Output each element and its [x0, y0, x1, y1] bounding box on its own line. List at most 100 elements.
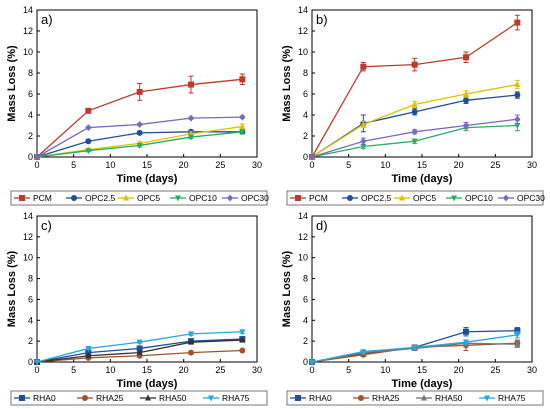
legend-label: OPC30 — [517, 193, 545, 203]
y-tick-label: 8 — [303, 274, 308, 284]
x-tick-label: 25 — [215, 365, 225, 375]
y-axis-label: Mass Loss (%) — [281, 250, 293, 327]
legend-box — [286, 390, 544, 406]
legend-marker — [451, 195, 457, 202]
data-point — [188, 134, 194, 141]
x-tick-label: 30 — [252, 365, 262, 375]
y-tick-label: 14 — [23, 211, 33, 221]
data-point — [309, 359, 315, 366]
y-tick-label: 6 — [28, 294, 33, 304]
x-axis-label: Time (days) — [117, 173, 178, 185]
legend-label: OPC5 — [137, 193, 160, 203]
data-point — [85, 107, 92, 114]
x-tick-label: 25 — [215, 160, 225, 170]
legend-entry — [416, 394, 432, 401]
data-point — [85, 124, 92, 132]
legend-marker — [347, 195, 353, 201]
legend-marker — [421, 394, 427, 401]
legend-label: OPC30 — [241, 193, 269, 203]
y-tick-label: 10 — [298, 47, 308, 57]
y-tick-label: 14 — [298, 211, 308, 221]
legend-label: OPC5 — [413, 193, 436, 203]
data-point — [136, 339, 143, 346]
legend-entry — [14, 395, 30, 401]
data-point — [514, 340, 521, 347]
data-point — [85, 138, 92, 145]
legend-label: RHA0 — [309, 393, 332, 403]
data-point — [85, 148, 92, 155]
series-rha75 — [309, 331, 521, 366]
legend-box — [286, 190, 544, 206]
y-tick-label: 8 — [303, 68, 308, 78]
legend-entry — [446, 195, 462, 202]
plot-frame — [311, 215, 533, 363]
data-point — [136, 349, 143, 356]
data-point — [136, 120, 143, 128]
x-tick-label: 0 — [34, 160, 39, 170]
legend-entry — [290, 395, 306, 401]
legend-marker — [484, 395, 490, 402]
data-point — [239, 347, 246, 354]
x-tick-label: 15 — [142, 160, 152, 170]
data-point — [85, 345, 92, 352]
legend-label: OPC10 — [465, 193, 493, 203]
series-rha75 — [34, 329, 246, 366]
x-tick-label: 25 — [490, 365, 500, 375]
data-point — [239, 129, 246, 136]
legend-marker — [295, 395, 301, 401]
legend-entry — [140, 394, 156, 401]
y-tick-label: 2 — [28, 336, 33, 346]
data-point — [136, 129, 143, 136]
data-point — [360, 144, 367, 150]
legend-marker — [295, 195, 301, 201]
series-opc10 — [309, 119, 521, 161]
y-tick-label: 0 — [28, 152, 33, 162]
y-axis-label: Mass Loss (%) — [281, 45, 293, 122]
data-point — [463, 328, 469, 335]
y-tick-label: 0 — [28, 357, 33, 367]
legend-label: RHA50 — [159, 393, 187, 403]
data-point — [463, 54, 469, 61]
data-point — [463, 90, 469, 97]
data-point — [360, 137, 367, 145]
legend-entry — [353, 395, 369, 401]
data-point — [309, 153, 315, 161]
data-point — [360, 63, 367, 70]
data-point — [188, 349, 194, 356]
y-tick-label: 6 — [28, 89, 33, 99]
series-rha50 — [34, 336, 246, 365]
y-tick-label: 4 — [28, 315, 33, 325]
legend-entry — [479, 395, 495, 402]
data-point — [411, 108, 418, 115]
legend-label: RHA75 — [222, 393, 250, 403]
data-point — [411, 138, 418, 145]
legend-entry — [222, 194, 238, 202]
series-line — [311, 83, 518, 158]
legend-label: RHA25 — [96, 393, 124, 403]
legend-entry — [342, 195, 358, 201]
legend-box — [10, 390, 268, 406]
x-tick-label: 30 — [527, 365, 537, 375]
legend-marker — [175, 195, 181, 202]
x-tick-label: 5 — [346, 365, 351, 375]
data-point — [411, 101, 418, 107]
x-tick-label: 10 — [380, 160, 390, 170]
y-tick-label: 14 — [298, 5, 308, 15]
y-axis-label: Mass Loss (%) — [6, 250, 18, 327]
legend-marker — [399, 194, 405, 201]
data-point — [239, 329, 246, 336]
y-tick-label: 4 — [28, 110, 33, 120]
legend-label: RHA0 — [33, 393, 56, 403]
data-point — [188, 338, 194, 345]
legend-marker — [227, 194, 233, 202]
legend-marker — [19, 395, 25, 401]
y-tick-label: 4 — [303, 110, 308, 120]
y-tick-label: 2 — [303, 131, 308, 141]
plot-frame — [36, 9, 258, 158]
panel-label: a) — [41, 12, 53, 27]
legend-entry — [14, 195, 30, 201]
data-point — [514, 327, 521, 334]
legend-entry — [498, 194, 514, 202]
data-point — [136, 345, 143, 352]
